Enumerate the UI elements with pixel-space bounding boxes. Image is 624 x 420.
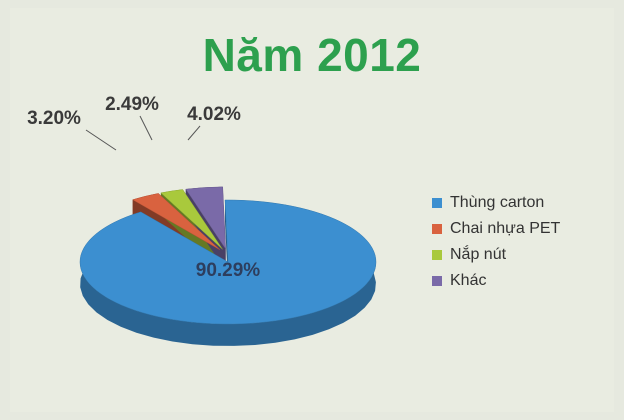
data-label-1: 3.20% xyxy=(27,108,81,129)
pie-slice-0 xyxy=(79,199,377,325)
legend-swatch xyxy=(432,198,442,208)
legend-swatch xyxy=(432,250,442,260)
legend-label: Nắp nút xyxy=(450,246,507,263)
legend-item: Thùng carton xyxy=(432,190,560,216)
leader-line-2 xyxy=(139,115,153,141)
legend-item: Chai nhựa PET xyxy=(432,216,560,242)
legend-label: Thùng carton xyxy=(450,194,545,211)
legend-swatch xyxy=(432,224,442,234)
chart-title: Năm 2012 xyxy=(202,29,422,81)
leader-line-3 xyxy=(187,125,201,141)
data-label-2: 2.49% xyxy=(105,94,159,115)
chart-legend: Thùng carton Chai nhựa PET Nắp nút Khác xyxy=(432,190,560,294)
legend-label: Chai nhựa PET xyxy=(450,220,561,237)
pie-slice-2 xyxy=(160,189,223,250)
leader-line-1 xyxy=(85,129,117,151)
chart-panel xyxy=(10,8,614,412)
pie-slice-3 xyxy=(185,186,226,250)
pie-slice-1 xyxy=(132,193,221,251)
legend-swatch xyxy=(432,276,442,286)
legend-label: Khác xyxy=(450,272,487,289)
legend-item: Khác xyxy=(432,268,560,294)
data-label-0: 90.29% xyxy=(196,260,261,281)
legend-item: Nắp nút xyxy=(432,242,560,268)
data-label-3: 4.02% xyxy=(187,104,241,125)
